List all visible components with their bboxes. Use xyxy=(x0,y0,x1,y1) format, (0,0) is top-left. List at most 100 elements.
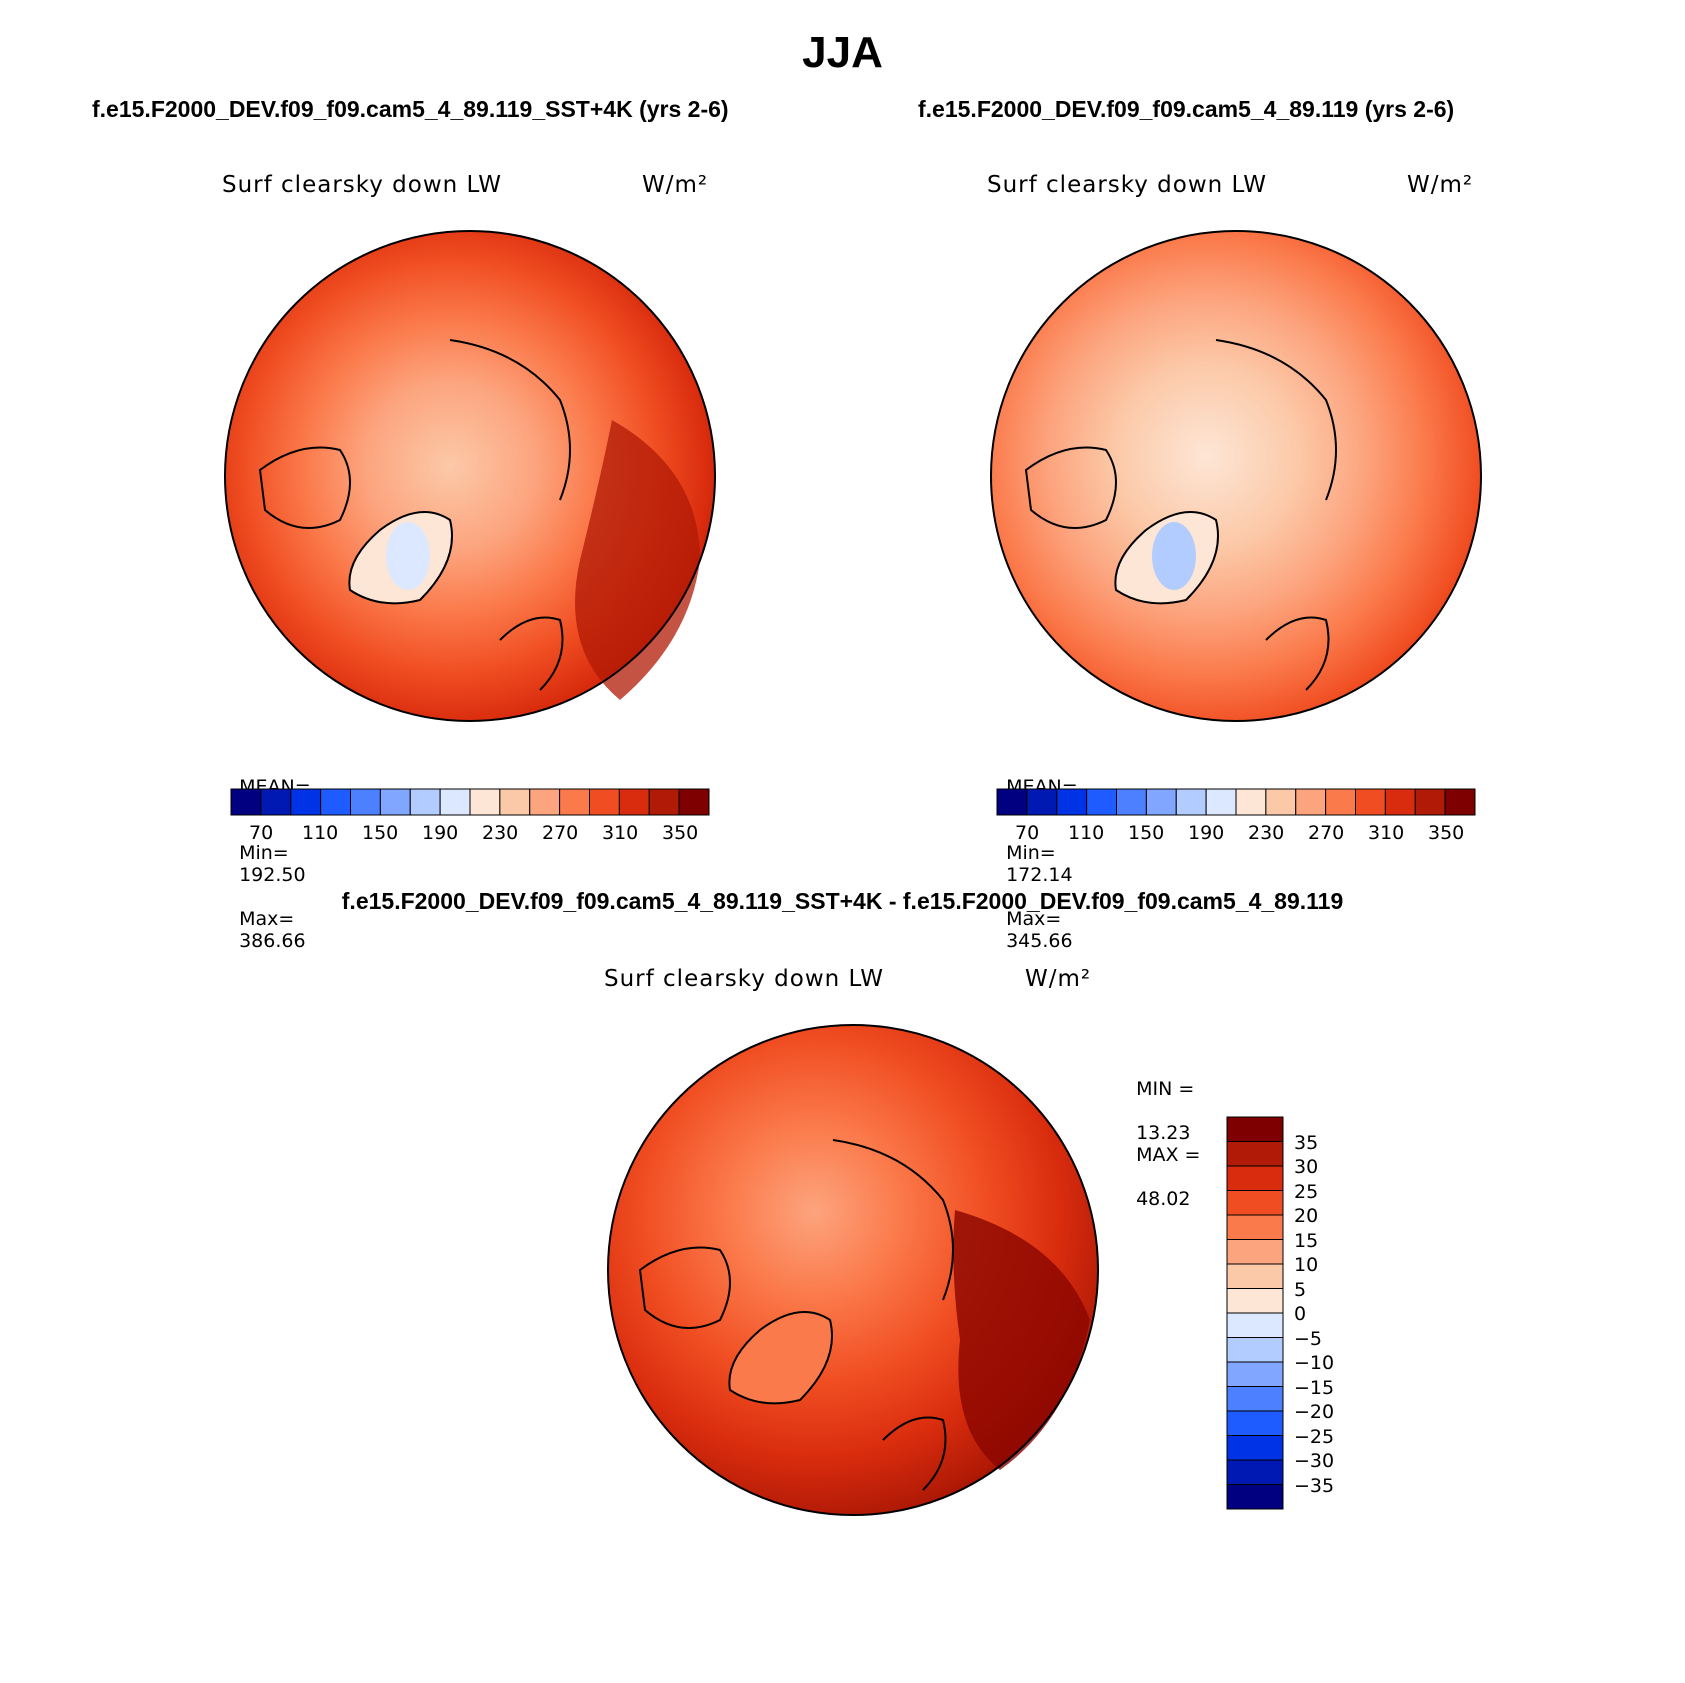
diff-cbar-label: −5 xyxy=(1294,1328,1323,1350)
right-max-value: 345.66 xyxy=(1006,930,1073,952)
diff-colorbar-cell xyxy=(1226,1116,1284,1142)
right-colorbar-cell xyxy=(1205,788,1237,816)
left-cbar-label: 190 xyxy=(422,822,459,844)
right-coastline-europe xyxy=(1265,616,1330,691)
right-max-label: Max= xyxy=(1006,908,1062,930)
diff-cbar-label: 25 xyxy=(1294,1181,1319,1203)
left-colorbar-cell xyxy=(439,788,471,816)
right-map-disc xyxy=(991,231,1481,721)
diff-colorbar-cell xyxy=(1226,1484,1284,1510)
right-cbar-label: 190 xyxy=(1188,822,1225,844)
left-colorbar-cell xyxy=(529,788,561,816)
diff-cbar-label: −10 xyxy=(1294,1352,1335,1374)
diff-min-label: MIN = xyxy=(1136,1078,1195,1100)
diff-cbar-label: 20 xyxy=(1294,1205,1319,1227)
right-colorbar-cell xyxy=(1384,788,1416,816)
diff-warm-region xyxy=(953,1210,1090,1470)
left-min-value: 192.50 xyxy=(239,864,306,886)
right-colorbar xyxy=(996,788,1476,816)
diff-cbar-label: 0 xyxy=(1294,1303,1307,1325)
diff-polar-map xyxy=(607,1024,1099,1516)
right-colorbar-cell xyxy=(1116,788,1147,816)
diff-colorbar-cell xyxy=(1226,1190,1284,1216)
left-greenland-ice xyxy=(386,522,430,590)
right-cbar-label: 150 xyxy=(1128,822,1165,844)
right-coastline-canada xyxy=(1024,446,1117,529)
diff-coastline-europe xyxy=(882,1416,947,1491)
diff-colorbar-cell xyxy=(1226,1141,1284,1167)
diff-colorbar-cell xyxy=(1226,1288,1284,1314)
right-colorbar-cell xyxy=(1026,788,1058,816)
right-colorbar-cell xyxy=(1145,788,1177,816)
left-max-label: Max= xyxy=(239,908,295,930)
right-cbar-label: 350 xyxy=(1428,822,1465,844)
right-min-label: Min= xyxy=(1006,842,1056,864)
left-cbar-label: 230 xyxy=(482,822,519,844)
diff-colorbar-cell xyxy=(1226,1386,1284,1412)
left-colorbar-cell xyxy=(469,788,501,816)
left-colorbar-cell xyxy=(559,788,590,816)
left-colorbar-cell xyxy=(290,788,322,816)
left-min-label: Min= xyxy=(239,842,289,864)
left-colorbar-cell xyxy=(320,788,351,816)
diff-colorbar-cell xyxy=(1226,1435,1284,1461)
left-cbar-label: 270 xyxy=(542,822,579,844)
diff-greenland xyxy=(728,1311,833,1405)
right-colorbar-cell xyxy=(1235,788,1267,816)
diff-colorbar-cell xyxy=(1226,1410,1284,1436)
right-units-label: W/m² xyxy=(1407,172,1474,198)
left-colorbar-labels: 70 110 150 190 230 270 310 350 xyxy=(230,822,710,848)
right-panel-header: f.e15.F2000_DEV.f09_f09.cam5_4_89.119 (y… xyxy=(918,96,1455,122)
diff-colorbar-cell xyxy=(1226,1214,1284,1240)
left-colorbar-cell xyxy=(379,788,411,816)
left-warm-region xyxy=(575,420,700,700)
right-colorbar-cell xyxy=(1444,788,1476,816)
left-colorbar-cell xyxy=(648,788,680,816)
left-colorbar-cell xyxy=(678,788,710,816)
right-min-value: 172.14 xyxy=(1006,864,1073,886)
left-cbar-label: 350 xyxy=(662,822,699,844)
right-colorbar-cell xyxy=(1325,788,1356,816)
left-cbar-label: 150 xyxy=(362,822,399,844)
diff-max-value: 48.02 xyxy=(1136,1188,1191,1210)
diff-cbar-label: −25 xyxy=(1294,1426,1335,1448)
right-map-border xyxy=(990,230,1482,722)
left-colorbar-cell xyxy=(409,788,441,816)
diff-cbar-label: 10 xyxy=(1294,1254,1319,1276)
right-colorbar-cell xyxy=(1355,788,1386,816)
left-colorbar-cell xyxy=(260,788,292,816)
left-colorbar xyxy=(230,788,710,816)
diff-colorbar-cell xyxy=(1226,1459,1284,1485)
diff-colorbar-cell xyxy=(1226,1165,1284,1191)
right-colorbar-cell xyxy=(996,788,1028,816)
left-colorbar-cell xyxy=(499,788,531,816)
left-colorbar-cell xyxy=(618,788,650,816)
right-colorbar-cell xyxy=(1056,788,1088,816)
left-units-label: W/m² xyxy=(642,172,709,198)
right-cbar-label: 230 xyxy=(1248,822,1285,844)
left-polar-map xyxy=(224,230,716,722)
diff-cbar-label: 30 xyxy=(1294,1156,1319,1178)
right-cbar-label: 70 xyxy=(1015,822,1040,844)
right-colorbar-labels: 70 110 150 190 230 270 310 350 xyxy=(996,822,1476,848)
left-panel-header: f.e15.F2000_DEV.f09_f09.cam5_4_89.119_SS… xyxy=(92,96,729,122)
right-cbar-label: 310 xyxy=(1368,822,1405,844)
diff-cbar-label: −15 xyxy=(1294,1377,1335,1399)
diff-colorbar-labels: 35 30 25 20 15 10 5 0 −5 −10 −15 −20 −25… xyxy=(1294,1116,1414,1510)
left-colorbar-cell xyxy=(589,788,620,816)
left-colorbar-cell xyxy=(230,788,262,816)
left-cbar-label: 70 xyxy=(249,822,274,844)
diff-max-label: MAX = xyxy=(1136,1144,1201,1166)
right-colorbar-cell xyxy=(1086,788,1117,816)
diff-cbar-label: −20 xyxy=(1294,1401,1335,1423)
right-polar-map xyxy=(990,230,1482,722)
right-variable-label: Surf clearsky down LW xyxy=(987,172,1267,198)
right-colorbar-cell xyxy=(1265,788,1297,816)
diff-variable-label: Surf clearsky down LW xyxy=(604,966,884,992)
left-cbar-label: 110 xyxy=(302,822,339,844)
right-colorbar-cell xyxy=(1175,788,1207,816)
diff-min-value: 13.23 xyxy=(1136,1122,1191,1144)
diff-coastline-siberia xyxy=(832,1139,954,1301)
diff-cbar-label: −35 xyxy=(1294,1475,1335,1497)
